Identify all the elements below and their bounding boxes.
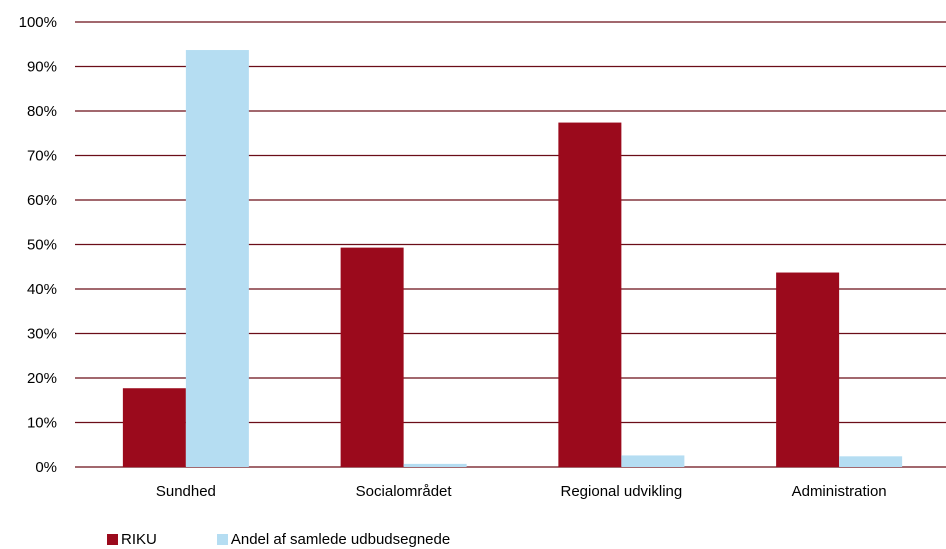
legend-label-andel: Andel af samlede udbudsegnede	[230, 531, 451, 548]
x-category-label: Socialområdet	[356, 483, 453, 500]
y-tick-label: 40%	[27, 281, 57, 298]
legend-label-riku: RIKU	[121, 531, 157, 548]
bar-andel	[403, 463, 467, 467]
y-tick-label: 10%	[27, 415, 57, 432]
x-category-label: Sundhed	[156, 483, 216, 500]
y-tick-label: 60%	[27, 192, 57, 209]
y-axis-ticks: 0% 10% 20% 30% 40% 50% 60% 70% 80% 90% 100%	[19, 14, 57, 476]
bar-andel	[621, 455, 685, 467]
bar-andel	[839, 456, 903, 467]
bar-riku	[776, 272, 840, 467]
legend-swatch-riku	[107, 534, 118, 545]
y-tick-label: 100%	[19, 14, 57, 31]
bar-riku	[558, 122, 622, 467]
y-tick-label: 50%	[27, 237, 57, 254]
legend-item-andel: Andel af samlede udbudsegnede	[216, 531, 451, 548]
y-tick-label: 70%	[27, 148, 57, 165]
legend: RIKU Andel af samlede udbudsegnede	[107, 531, 510, 548]
legend-item-riku: RIKU	[107, 531, 157, 548]
y-tick-label: 30%	[27, 326, 57, 343]
bar-riku	[340, 247, 404, 467]
legend-swatch-andel	[216, 534, 228, 545]
x-category-label: Administration	[792, 483, 887, 500]
x-category-label: Regional udvikling	[561, 483, 683, 500]
bar-riku	[122, 388, 186, 467]
y-tick-label: 90%	[27, 59, 57, 76]
bars	[122, 50, 903, 467]
x-axis-labels: Sundhed Socialområdet Regional udvikling Ad…	[156, 483, 887, 500]
y-tick-label: 80%	[27, 103, 57, 120]
y-tick-label: 20%	[27, 370, 57, 387]
y-tick-label: 0%	[35, 459, 57, 476]
bar-andel	[185, 50, 249, 467]
